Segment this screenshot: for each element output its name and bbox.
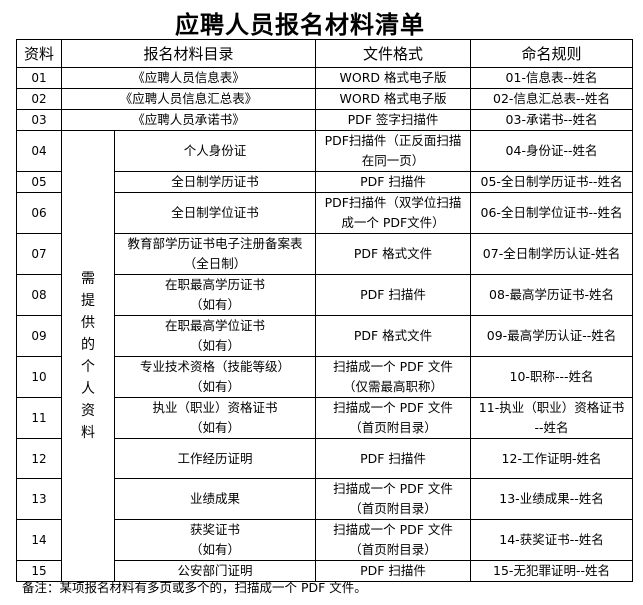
material-name: 在职最高学位证书 （如有） bbox=[113, 315, 317, 357]
file-format: PDF 签字扫描件 bbox=[315, 109, 472, 131]
row-number: 04 bbox=[16, 130, 62, 172]
table-row: 15 公安部门证明 PDF 扫描件 15-无犯罪证明--姓名 bbox=[16, 560, 634, 582]
naming-rule: 13-业绩成果--姓名 bbox=[470, 478, 634, 520]
file-format: 扫描成一个 PDF 文件 （仅需最高职称） bbox=[315, 356, 472, 398]
table-row: 13 业绩成果 扫描成一个 PDF 文件 （首页附目录） 13-业绩成果--姓名 bbox=[16, 478, 634, 520]
row-number: 01 bbox=[16, 67, 62, 89]
file-format: PDF 格式文件 bbox=[315, 233, 472, 275]
file-format: 扫描成一个 PDF 文件 （首页附目录） bbox=[315, 519, 472, 561]
material-name: 个人身份证 bbox=[113, 130, 317, 172]
file-format: PDF扫描件（双学位扫描 成一个 PDF文件） bbox=[315, 192, 472, 234]
header-naming: 命名规则 bbox=[470, 39, 634, 68]
material-name: 《应聘人员信息表》 bbox=[60, 67, 317, 89]
row-number: 02 bbox=[16, 88, 62, 110]
material-name: 获奖证书 （如有） bbox=[113, 519, 317, 561]
material-name: 《应聘人员承诺书》 bbox=[60, 109, 317, 131]
row-number: 10 bbox=[16, 356, 62, 398]
naming-rule: 14-获奖证书--姓名 bbox=[470, 519, 634, 561]
naming-rule: 02-信息汇总表--姓名 bbox=[470, 88, 634, 110]
file-format: WORD 格式电子版 bbox=[315, 88, 472, 110]
footnote: 备注：某项报名材料有多页或多个的，扫描成一个 PDF 文件。 bbox=[22, 580, 367, 595]
naming-rule: 03-承诺书--姓名 bbox=[470, 109, 634, 131]
row-number: 15 bbox=[16, 560, 62, 582]
material-name: 专业技术资格（技能等级） （如有） bbox=[113, 356, 317, 398]
naming-rule: 07-全日制学历认证-姓名 bbox=[470, 233, 634, 275]
material-name: 工作经历证明 bbox=[113, 438, 317, 479]
material-name: 在职最高学历证书 （如有） bbox=[113, 274, 317, 316]
row-number: 05 bbox=[16, 171, 62, 193]
row-number: 08 bbox=[16, 274, 62, 316]
row-number: 07 bbox=[16, 233, 62, 275]
row-number: 14 bbox=[16, 519, 62, 561]
row-number: 12 bbox=[16, 438, 62, 479]
table-row: 09 在职最高学位证书 （如有） PDF 格式文件 09-最高学历认证--姓名 bbox=[16, 315, 634, 357]
table-row: 11 执业（职业）资格证书 （如有） 扫描成一个 PDF 文件 （首页附目录） 11-… bbox=[16, 397, 634, 439]
material-name: 业绩成果 bbox=[113, 478, 317, 520]
table-row: 03 《应聘人员承诺书》 PDF 签字扫描件 03-承诺书--姓名 bbox=[16, 109, 634, 131]
material-name: 全日制学历证书 bbox=[113, 171, 317, 193]
row-number: 09 bbox=[16, 315, 62, 357]
file-format: PDF扫描件（正反面扫描 在同一页） bbox=[315, 130, 472, 172]
naming-rule: 04-身份证--姓名 bbox=[470, 130, 634, 172]
row-number: 11 bbox=[16, 397, 62, 439]
naming-rule: 10-职称---姓名 bbox=[470, 356, 634, 398]
material-name: 全日制学位证书 bbox=[113, 192, 317, 234]
file-format: PDF 扫描件 bbox=[315, 274, 472, 316]
table-row: 07 教育部学历证书电子注册备案表 （全日制） PDF 格式文件 07-全日制学历认证… bbox=[16, 233, 634, 275]
table-row: 10 专业技术资格（技能等级） （如有） 扫描成一个 PDF 文件 （仅需最高职称）… bbox=[16, 356, 634, 398]
file-format: 扫描成一个 PDF 文件 （首页附目录） bbox=[315, 478, 472, 520]
file-format: PDF 扫描件 bbox=[315, 438, 472, 479]
header-format: 文件格式 bbox=[315, 39, 472, 68]
naming-rule: 08-最高学历证书-姓名 bbox=[470, 274, 634, 316]
material-name: 《应聘人员信息汇总表》 bbox=[60, 88, 317, 110]
naming-rule: 15-无犯罪证明--姓名 bbox=[470, 560, 634, 582]
file-format: PDF 扫描件 bbox=[315, 560, 472, 582]
table-row: 01 《应聘人员信息表》 WORD 格式电子版 01-信息表--姓名 bbox=[16, 67, 634, 89]
file-format: WORD 格式电子版 bbox=[315, 67, 472, 89]
file-format: 扫描成一个 PDF 文件 （首页附目录） bbox=[315, 397, 472, 439]
table-row: 06 全日制学位证书 PDF扫描件（双学位扫描 成一个 PDF文件） 06-全日制学位… bbox=[16, 192, 634, 234]
group-label-cell: 需提供的个人资料 bbox=[61, 130, 115, 582]
header-no: 资料 bbox=[16, 39, 62, 68]
group-label: 需提供的个人资料 bbox=[81, 271, 95, 441]
materials-table: 资料 报名材料目录 文件格式 命名规则 01 《应聘人员信息表》 WORD 格式电子… bbox=[16, 39, 634, 582]
naming-rule: 05-全日制学历证书--姓名 bbox=[470, 171, 634, 193]
header-row: 资料 报名材料目录 文件格式 命名规则 bbox=[16, 39, 634, 68]
table-row: 04 需提供的个人资料 个人身份证 PDF扫描件（正反面扫描 在同一页） 04-身份证-… bbox=[16, 130, 634, 582]
row-number: 03 bbox=[16, 109, 62, 131]
naming-rule: 06-全日制学位证书--姓名 bbox=[470, 192, 634, 234]
material-name: 执业（职业）资格证书 （如有） bbox=[113, 397, 317, 439]
naming-rule: 09-最高学历认证--姓名 bbox=[470, 315, 634, 357]
header-item: 报名材料目录 bbox=[60, 39, 317, 68]
naming-rule: 12-工作证明-姓名 bbox=[470, 438, 634, 479]
file-format: PDF 扫描件 bbox=[315, 171, 472, 193]
naming-rule: 01-信息表--姓名 bbox=[470, 67, 634, 89]
material-name: 教育部学历证书电子注册备案表 （全日制） bbox=[113, 233, 317, 275]
file-format: PDF 格式文件 bbox=[315, 315, 472, 357]
material-name: 公安部门证明 bbox=[113, 560, 317, 582]
naming-rule: 11-执业（职业）资格证书 --姓名 bbox=[470, 397, 634, 439]
table-row: 08 在职最高学历证书 （如有） PDF 扫描件 08-最高学历证书-姓名 bbox=[16, 274, 634, 316]
row-number: 06 bbox=[16, 192, 62, 234]
page-title: 应聘人员报名材料清单 bbox=[175, 11, 425, 39]
table-row: 02 《应聘人员信息汇总表》 WORD 格式电子版 02-信息汇总表--姓名 bbox=[16, 88, 634, 110]
row-number: 13 bbox=[16, 478, 62, 520]
